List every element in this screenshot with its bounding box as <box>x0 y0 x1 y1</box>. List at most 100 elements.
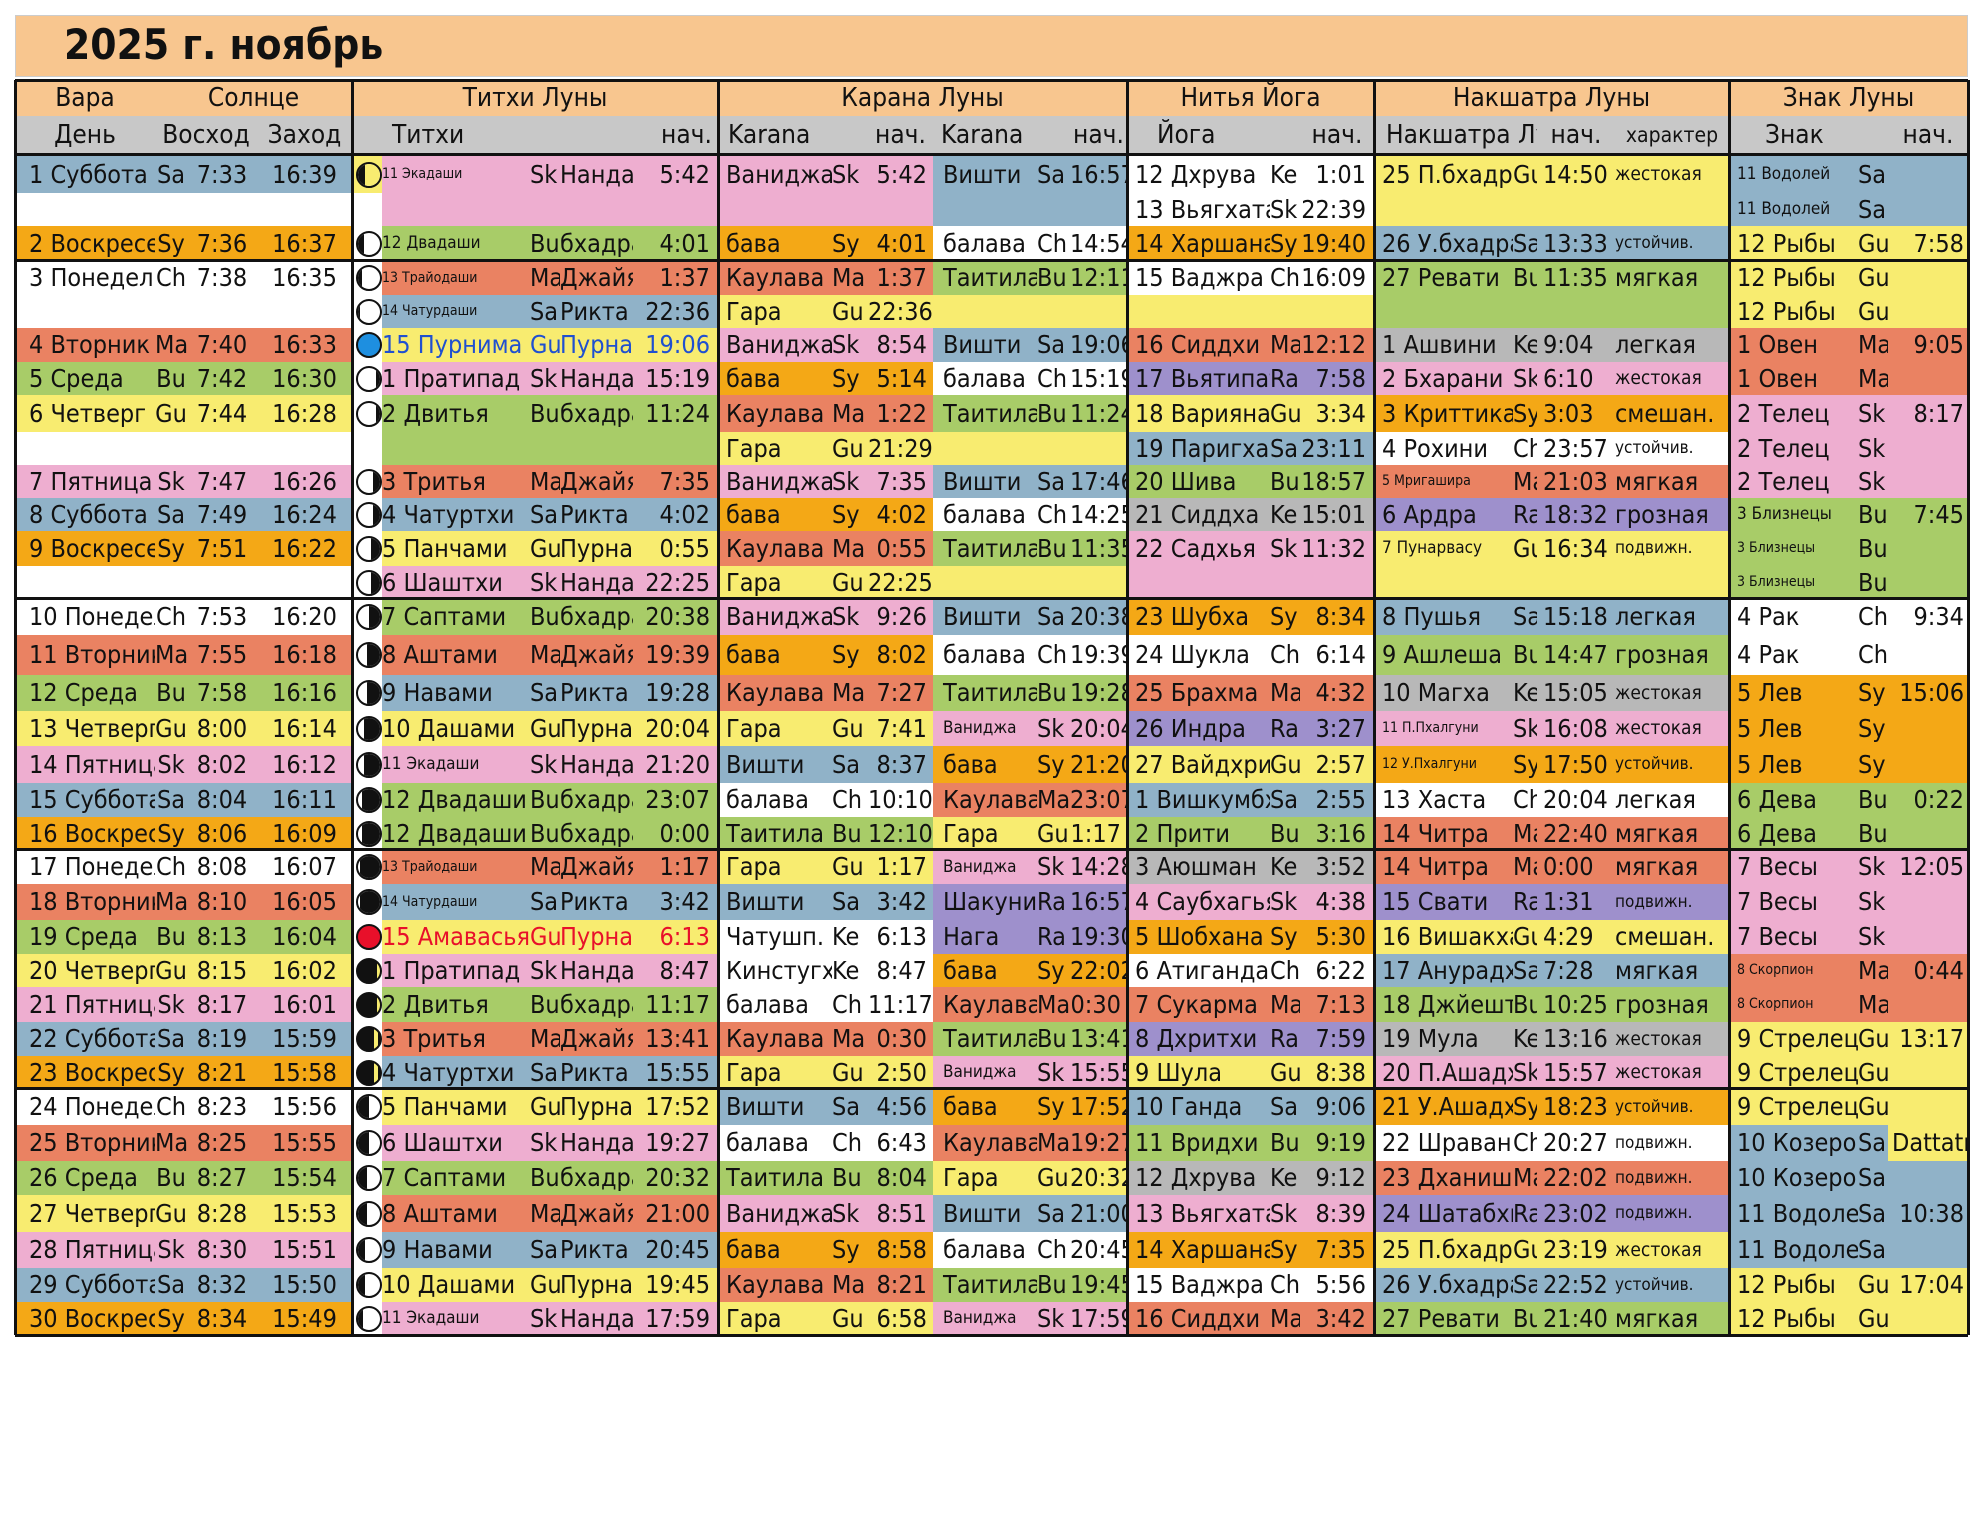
day-planet: Ma <box>155 1125 187 1161</box>
nakshatra-planet: Gu <box>1513 156 1537 193</box>
moon-phase-icon <box>356 1201 382 1227</box>
nakshatra-character: грозная <box>1615 635 1729 675</box>
nakshatra-time: 10:25 <box>1537 987 1615 1022</box>
yoga-time: 5:30 <box>1300 920 1374 954</box>
moon-phase-icon <box>356 502 382 528</box>
row-divider <box>15 848 1968 851</box>
tithi-planet: Sk <box>530 954 560 987</box>
karana2-planet: Sy <box>1037 954 1070 987</box>
karana1-time: 8:02 <box>868 635 933 675</box>
sunset-time: 16:26 <box>257 465 352 498</box>
sunrise-time: 7:33 <box>187 156 257 193</box>
nakshatra-time: 13:16 <box>1537 1022 1615 1056</box>
tithi-name: 13 Трайодаши <box>382 850 530 884</box>
karana2-name: Каулава <box>933 783 1037 817</box>
tithi-type: Джайя <box>560 465 633 498</box>
sunset-time <box>257 432 352 465</box>
day-cell: 12 Среда <box>15 675 155 711</box>
tithi-name: 8 Аштами <box>382 1195 530 1232</box>
yoga-time: 2:57 <box>1300 746 1374 783</box>
karana2-name: бава <box>933 746 1037 783</box>
day-planet: Ch <box>155 599 187 635</box>
karana2-name: Вишти <box>933 465 1037 498</box>
moon-sign: 3 Близнецы <box>1729 498 1858 531</box>
karana1-name: Каулава <box>718 1022 832 1056</box>
yoga-planet: Ke <box>1270 1161 1300 1195</box>
karana2-planet: Bu <box>1037 531 1070 566</box>
karana2-planet: Sa <box>1037 599 1070 635</box>
yoga-planet: Sk <box>1270 884 1300 920</box>
tithi-type: Нанда <box>560 1302 633 1335</box>
moon-phase-icon <box>356 1130 382 1156</box>
moon-sign-time: 17:04 <box>1888 1268 1968 1302</box>
moon-sign: 5 Лев <box>1729 675 1858 711</box>
karana1-planet: Sy <box>832 635 868 675</box>
karana2-time: 19:39 <box>1070 635 1127 675</box>
tithi-type: Нанда <box>560 362 633 395</box>
moon-phase-icon <box>356 536 382 562</box>
moon-sign-time <box>1888 295 1968 328</box>
karana2-name <box>933 432 1037 465</box>
header-hd-vara: Вара <box>15 80 155 116</box>
karana2-name: Вишти <box>933 156 1037 193</box>
nakshatra-character: жестокая <box>1615 1232 1729 1268</box>
tithi-time: 23:07 <box>633 783 718 817</box>
moon-sign: 9 Стрелец <box>1729 1089 1858 1125</box>
nakshatra-planet: Ke <box>1513 675 1537 711</box>
moon-sign-time: 0:22 <box>1888 783 1968 817</box>
karana1-name <box>718 193 832 226</box>
moon-sign: 6 Дева <box>1729 783 1858 817</box>
tithi-type <box>560 193 633 226</box>
tithi-time: 19:39 <box>633 635 718 675</box>
tithi-planet: Gu <box>530 1268 560 1302</box>
karana2-planet: Ch <box>1037 226 1070 261</box>
day-planet: Sy <box>155 226 187 261</box>
moon-sign: 11 Водолей <box>1729 193 1858 226</box>
moon-sign: 10 Козерог <box>1729 1161 1858 1195</box>
moon-sign-time <box>1888 817 1968 850</box>
nakshatra-name: 2 Бхарани <box>1374 362 1513 395</box>
moon-sign-planet: Sk <box>1858 395 1888 432</box>
moon-sign-time: 15:06 <box>1888 675 1968 711</box>
tithi-planet: Ma <box>530 465 560 498</box>
subheader-14: Знак <box>1729 116 1888 154</box>
nakshatra-name: 26 У.бхадра <box>1374 1268 1513 1302</box>
nakshatra-name: 26 У.бхадра <box>1374 226 1513 261</box>
karana1-planet: Bu <box>832 1161 868 1195</box>
yoga-planet: Sy <box>1270 1232 1300 1268</box>
day-planet: Sy <box>155 817 187 850</box>
karana2-time <box>1070 566 1127 599</box>
karana1-name: Ваниджа <box>718 1195 832 1232</box>
tithi-planet <box>530 193 560 226</box>
nakshatra-name: 25 П.бхадра <box>1374 156 1513 193</box>
moon-sign-time <box>1888 1056 1968 1089</box>
tithi-name: 1 Пратипад <box>382 362 530 395</box>
tithi-name: 6 Шаштхи <box>382 566 530 599</box>
karana1-time: 7:41 <box>868 711 933 746</box>
karana2-time: 1:17 <box>1070 817 1127 850</box>
yoga-time <box>1300 295 1374 328</box>
karana1-name: бава <box>718 635 832 675</box>
moon-sign: 2 Телец <box>1729 395 1858 432</box>
tithi-time: 0:55 <box>633 531 718 566</box>
moon-sign-planet: Bu <box>1858 817 1888 850</box>
karana1-time: 6:58 <box>868 1302 933 1335</box>
yoga-name: 16 Сиддхи <box>1127 1302 1270 1335</box>
tithi-name: 15 Пурнима <box>382 328 530 362</box>
sunrise-time <box>187 566 257 599</box>
karana2-planet: Ch <box>1037 1232 1070 1268</box>
nakshatra-character: легкая <box>1615 783 1729 817</box>
tithi-planet: Gu <box>530 328 560 362</box>
nakshatra-character: мягкая <box>1615 817 1729 850</box>
sunrise-time: 8:06 <box>187 817 257 850</box>
yoga-time: 11:32 <box>1300 531 1374 566</box>
nakshatra-planet: Ra <box>1513 884 1537 920</box>
tithi-name <box>382 432 530 465</box>
moon-sign-planet: Sa <box>1858 193 1888 226</box>
new-moon-icon <box>356 924 382 950</box>
tithi-type: Нанда <box>560 954 633 987</box>
tithi-type: Джайя <box>560 1195 633 1232</box>
tithi-type: бхадра <box>560 1161 633 1195</box>
yoga-name: 18 Варияна <box>1127 395 1270 432</box>
day-planet: Sa <box>155 1022 187 1056</box>
